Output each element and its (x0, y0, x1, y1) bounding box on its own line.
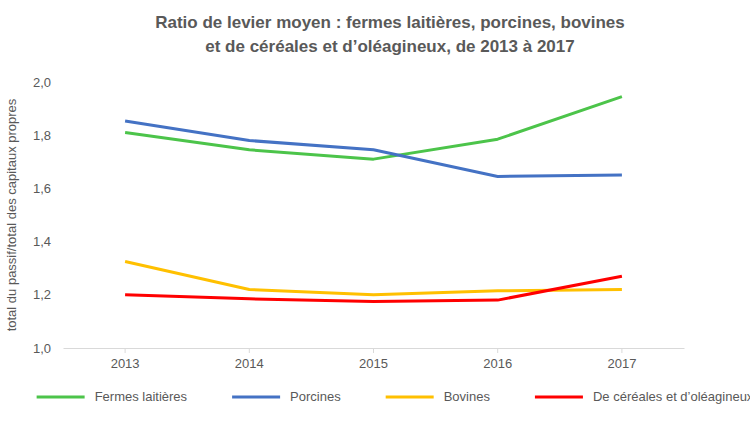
y-tick-label: 1,6 (33, 181, 51, 196)
y-tick-label: 1,0 (33, 341, 51, 356)
legend-swatch (232, 396, 280, 399)
legend-swatch (535, 396, 583, 399)
y-tick-label: 1,4 (33, 234, 51, 249)
x-tick-label: 2017 (607, 356, 636, 371)
x-tick-mark (249, 348, 250, 353)
title: Ratio de levier moyen : fermes laitières… (155, 13, 625, 56)
plot-area (125, 97, 622, 302)
x-tick: 2015 (359, 348, 388, 371)
x-tick: 2013 (111, 348, 140, 371)
x-tick-mark (621, 348, 622, 353)
x-tick: 2016 (483, 348, 512, 371)
legend-label: Bovines (444, 389, 491, 404)
y-tick-label: 1,8 (33, 128, 51, 143)
x-tick-mark (373, 348, 374, 353)
legend-label: Porcines (290, 389, 341, 404)
x-tick-label: 2014 (235, 356, 264, 371)
chart: Ratio de levier moyen : fermes laitières… (0, 0, 750, 422)
series-line (125, 121, 622, 176)
legend: Fermes laitières Porcines Bovines De céréal… (37, 389, 750, 404)
legend-label: Fermes laitières (95, 389, 188, 404)
y-tick: 1,8 (33, 128, 63, 143)
x-tick-mark (125, 348, 126, 353)
x-tick: 2014 (235, 348, 264, 371)
y-axis-line (63, 83, 64, 349)
x-tick-label: 2016 (483, 356, 512, 371)
legend-label: De céréales et d’oléagineux (593, 389, 750, 404)
y-tick-label: 1,2 (33, 287, 51, 302)
y-tick: 1,4 (33, 234, 63, 249)
y-tick: 2,0 (33, 75, 63, 90)
y-tick: 1,2 (33, 287, 63, 302)
legend-item: Porcines (232, 389, 341, 404)
legend-swatch (386, 396, 434, 399)
x-tick-label: 2013 (111, 356, 140, 371)
legend-item: Bovines (386, 389, 491, 404)
y-tick: 1,0 (33, 341, 63, 356)
legend-swatch (37, 396, 85, 399)
series-line (125, 276, 622, 301)
x-axis: 2013 2014 2015 2016 2017 (64, 348, 685, 371)
y-axis-title: total du passif/total des capitaux propr… (4, 98, 19, 331)
x-tick: 2017 (607, 348, 636, 371)
y-axis: 1,0 1,2 1,4 1,6 1,8 2,0 (33, 75, 64, 356)
x-tick-mark (497, 348, 498, 353)
x-tick-label: 2015 (359, 356, 388, 371)
legend-item: Fermes laitières (37, 389, 188, 404)
legend-item: De céréales et d’oléagineux (535, 389, 750, 404)
y-tick-label: 2,0 (33, 75, 51, 90)
y-tick: 1,6 (33, 181, 63, 196)
